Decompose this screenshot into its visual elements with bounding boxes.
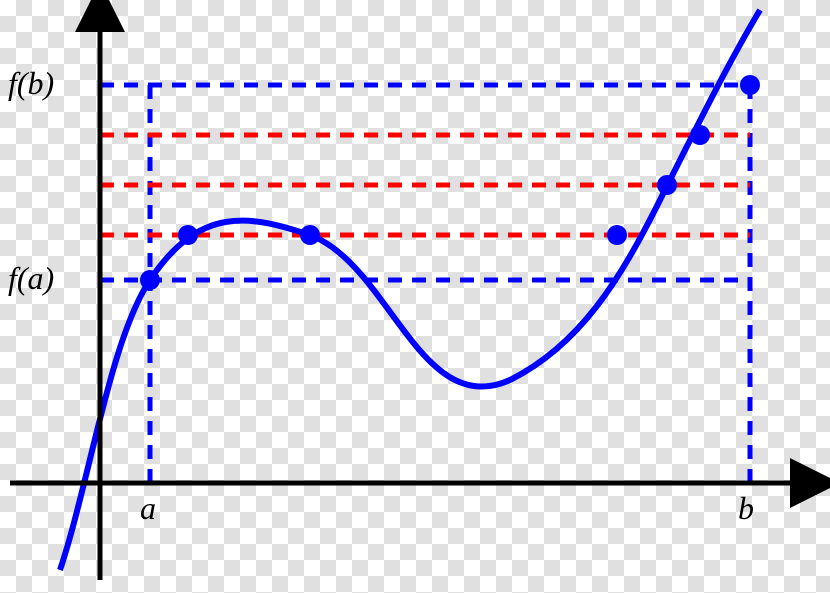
fa-label: f(a) (8, 260, 54, 297)
point-b (740, 75, 760, 95)
point-a (140, 270, 160, 290)
point-level3 (690, 125, 710, 145)
b-label: b (738, 490, 754, 527)
a-label: a (140, 490, 156, 527)
point-level1-mid (300, 225, 320, 245)
function-curve (60, 10, 760, 570)
point-level2 (657, 175, 677, 195)
point-level1-left (178, 225, 198, 245)
ivt-diagram (0, 0, 830, 593)
fb-label: f(b) (8, 65, 54, 102)
point-level1-right (607, 225, 627, 245)
